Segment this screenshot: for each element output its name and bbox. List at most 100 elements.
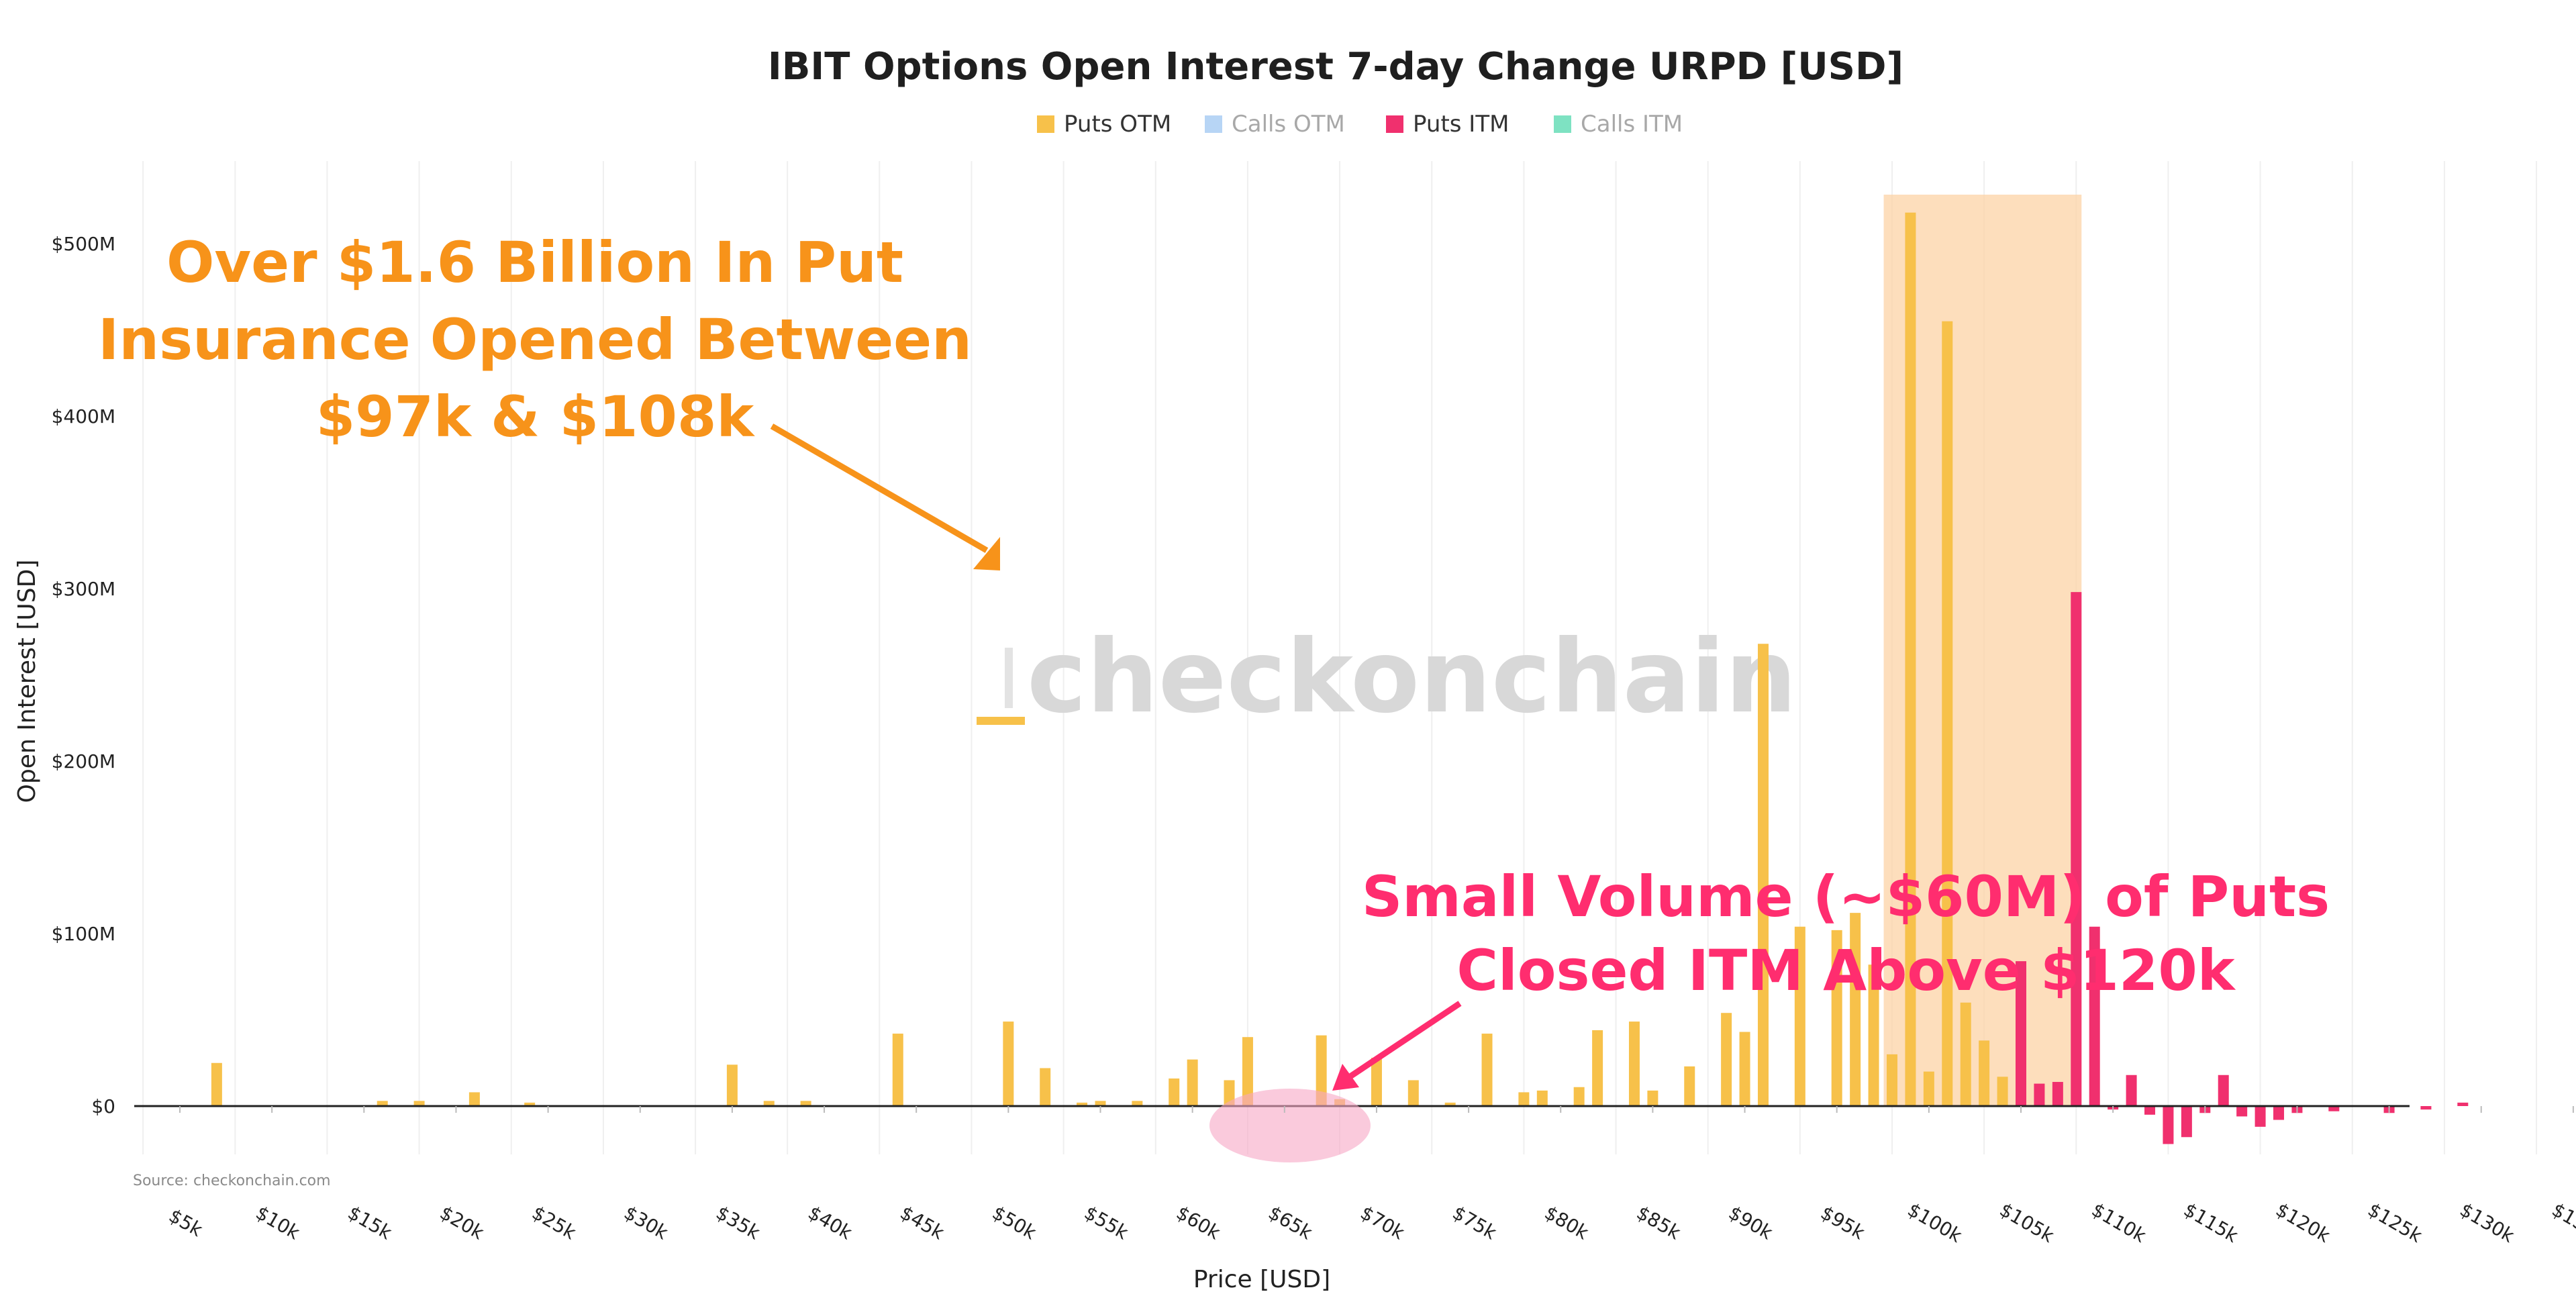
y-axis: $0 $100M $200M $300M $400M $500M bbox=[52, 233, 115, 1117]
legend-label: Calls ITM bbox=[1581, 111, 1683, 138]
watermark-text: checkonchain bbox=[1027, 619, 1797, 736]
bar bbox=[2255, 1106, 2266, 1127]
bar bbox=[468, 1092, 480, 1106]
bar bbox=[1757, 644, 1769, 1106]
bars bbox=[211, 212, 2469, 1144]
x-tick-label: $120k bbox=[2272, 1199, 2334, 1248]
x-tick-label: $75k bbox=[1448, 1201, 1501, 1244]
x-tick-label: $65k bbox=[1265, 1201, 1317, 1244]
bar bbox=[1647, 1090, 1658, 1106]
put-insurance-annotation: Over $1.6 Billion In Put Insurance Opene… bbox=[98, 230, 1000, 570]
bar bbox=[1628, 1022, 1640, 1106]
annotation-line: Small Volume (~$60M) of Puts bbox=[1362, 864, 2330, 930]
bar bbox=[2144, 1106, 2156, 1115]
y-tick-label: $200M bbox=[52, 750, 115, 773]
bar bbox=[2052, 1082, 2063, 1106]
x-tick-label: $70k bbox=[1356, 1201, 1409, 1244]
x-tick-label: $45k bbox=[897, 1201, 949, 1244]
bar bbox=[1905, 212, 1916, 1106]
bar bbox=[1407, 1080, 1419, 1106]
x-tick-label: $30k bbox=[620, 1201, 673, 1244]
legend-label: Puts OTM bbox=[1064, 111, 1171, 138]
x-tick-label: $115k bbox=[2180, 1199, 2242, 1248]
y-tick-label: $400M bbox=[52, 405, 115, 428]
bar bbox=[726, 1064, 738, 1106]
bar bbox=[2034, 1083, 2045, 1106]
source-note: Source: checkonchain.com bbox=[133, 1173, 331, 1189]
y-tick-label: $100M bbox=[52, 923, 115, 945]
bar bbox=[1923, 1071, 1934, 1106]
x-axis: $5k $10k $15k $20k $25k $30k $35k $40k $45k $50k $… bbox=[165, 1106, 2576, 1247]
x-tick-label: $110k bbox=[2088, 1199, 2150, 1248]
bar bbox=[1518, 1092, 1530, 1106]
bar bbox=[1684, 1066, 1695, 1106]
annotation-line: Over $1.6 Billion In Put bbox=[166, 230, 903, 295]
x-tick-label: $105k bbox=[1996, 1199, 2059, 1248]
x-tick-label: $125k bbox=[2364, 1199, 2426, 1248]
legend-swatch bbox=[1386, 115, 1403, 133]
bar bbox=[1187, 1059, 1198, 1106]
bar bbox=[524, 1102, 536, 1106]
x-tick-label: $40k bbox=[804, 1201, 856, 1244]
bar bbox=[892, 1034, 903, 1106]
bar bbox=[2218, 1075, 2229, 1106]
bar bbox=[413, 1101, 425, 1106]
y-tick-label: $300M bbox=[52, 578, 115, 600]
x-tick-label: $100k bbox=[1903, 1199, 1966, 1248]
bar bbox=[1224, 1080, 1235, 1106]
bar bbox=[1886, 1054, 1897, 1106]
annotation-arrow bbox=[1347, 1001, 1462, 1080]
bar bbox=[1444, 1102, 1456, 1106]
bar bbox=[1942, 321, 1953, 1106]
bar bbox=[1739, 1032, 1750, 1106]
bar bbox=[1794, 926, 1805, 1106]
legend-swatch bbox=[1554, 115, 1571, 133]
bar bbox=[1573, 1087, 1585, 1106]
x-tick-label: $35k bbox=[712, 1201, 764, 1244]
bar bbox=[1850, 913, 1861, 1106]
x-tick-label: $60k bbox=[1173, 1201, 1225, 1244]
bar bbox=[1831, 930, 1842, 1106]
bar bbox=[1371, 1058, 1382, 1106]
bar bbox=[2236, 1106, 2248, 1117]
bar bbox=[1997, 1077, 2008, 1106]
bar bbox=[2016, 961, 2026, 1106]
x-axis-title: Price [USD] bbox=[1193, 1266, 1330, 1293]
annotation-arrowhead bbox=[1332, 1064, 1359, 1091]
bar bbox=[377, 1101, 388, 1106]
itm-puts-annotation: Small Volume (~$60M) of Puts Closed ITM … bbox=[1332, 864, 2330, 1091]
bar bbox=[1040, 1068, 1051, 1106]
bar bbox=[1481, 1034, 1493, 1106]
legend-swatch bbox=[1037, 115, 1054, 133]
itm-highlight-ellipse bbox=[1209, 1089, 1371, 1162]
legend-swatch bbox=[1205, 115, 1222, 133]
x-tick-label: $135k bbox=[2548, 1199, 2576, 1248]
bar bbox=[1095, 1101, 1106, 1106]
bar bbox=[1536, 1090, 1548, 1106]
bar bbox=[1868, 964, 1879, 1106]
x-tick-label: $130k bbox=[2456, 1199, 2518, 1248]
legend-label: Calls OTM bbox=[1232, 111, 1345, 138]
watermark-mark-stem bbox=[1005, 648, 1013, 708]
y-tick-label: $500M bbox=[52, 233, 115, 255]
x-tick-label: $5k bbox=[165, 1205, 207, 1242]
bar bbox=[800, 1101, 811, 1106]
annotation-line: Closed ITM Above $120k bbox=[1456, 938, 2236, 1003]
annotation-line: $97k & $108k bbox=[316, 384, 756, 450]
bar bbox=[763, 1101, 775, 1106]
x-tick-label: $10k bbox=[252, 1201, 304, 1244]
legend-label: Puts ITM bbox=[1413, 111, 1509, 138]
x-tick-label: $15k bbox=[344, 1201, 397, 1244]
annotation-arrowhead bbox=[973, 537, 1000, 570]
bar bbox=[1077, 1102, 1088, 1106]
bar bbox=[1169, 1078, 1180, 1106]
bar bbox=[1316, 1035, 1327, 1106]
bar bbox=[1721, 1013, 1732, 1106]
x-tick-label: $90k bbox=[1725, 1201, 1777, 1244]
bar bbox=[1242, 1037, 1253, 1106]
bar bbox=[1132, 1101, 1143, 1106]
y-tick-label: $0 bbox=[91, 1095, 115, 1117]
bar bbox=[1592, 1030, 1603, 1106]
bar bbox=[2071, 592, 2082, 1106]
